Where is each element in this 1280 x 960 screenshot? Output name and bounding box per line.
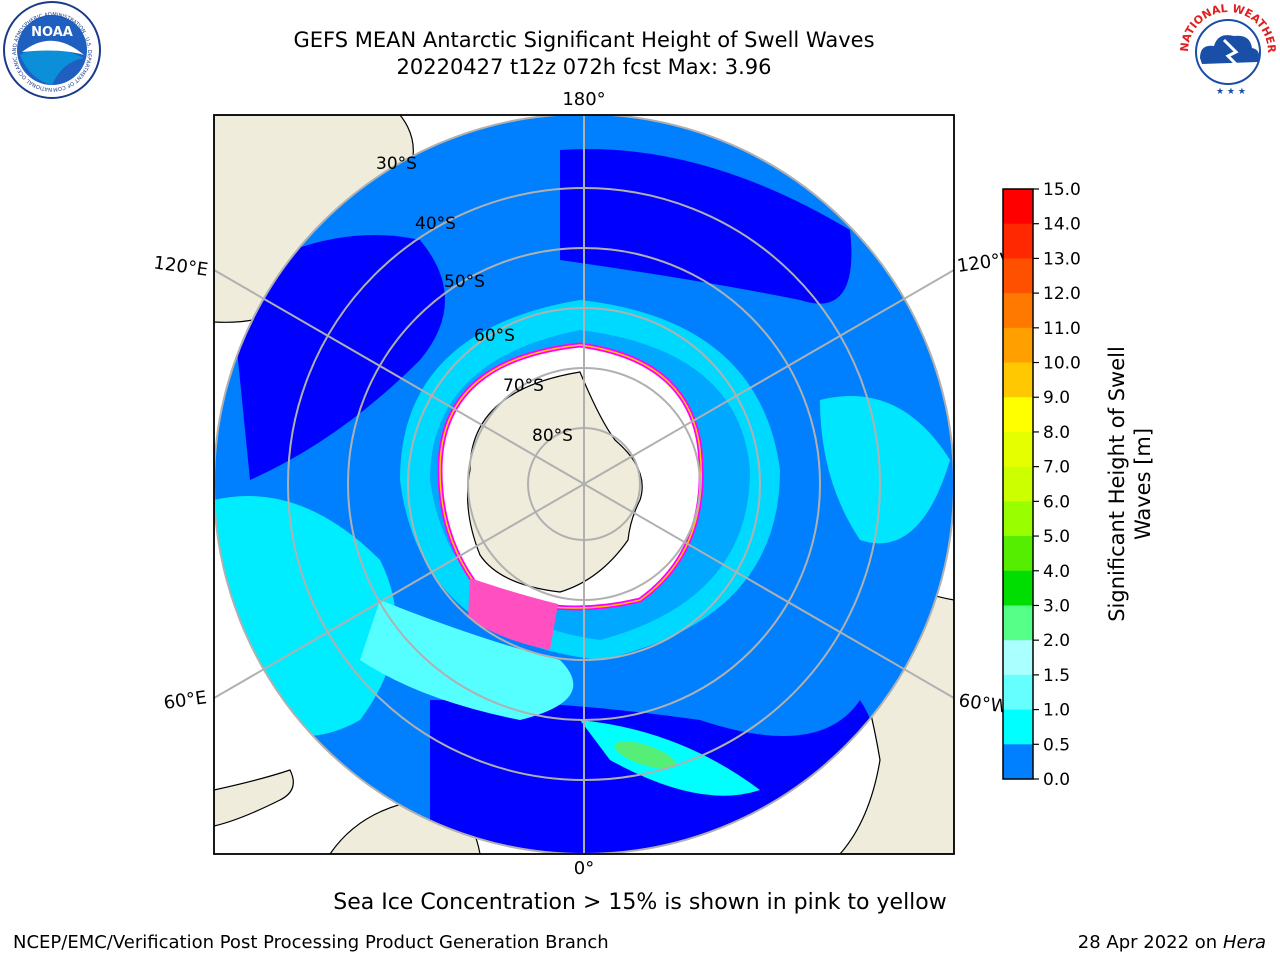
lat-label-80s: 80°S: [532, 426, 573, 446]
colorbar-bin: [1003, 536, 1033, 572]
colorbar-bin: [1003, 258, 1033, 294]
credit-host: Hera: [1222, 932, 1266, 953]
colorbar-tick-label: 14.0: [1043, 215, 1081, 235]
credit-date: 28 Apr 2022 on: [1077, 932, 1223, 953]
antarctica-land: [466, 371, 643, 593]
lat-label-70s: 70°S: [503, 376, 544, 396]
map-frame: [213, 114, 955, 855]
colorbar-bin: [1003, 674, 1033, 711]
colorbar-tick-label: 9.0: [1043, 388, 1070, 408]
colorbar-label-line-2: Waves [m]: [1131, 428, 1155, 540]
colorbar-bin: [1003, 640, 1033, 676]
colorbar-tick-label: 1.0: [1043, 701, 1070, 721]
lon-label-lower-left: 60°E: [162, 687, 208, 714]
colorbar-tick-label: 12.0: [1043, 284, 1081, 304]
colorbar-tick-label: 8.0: [1043, 423, 1070, 443]
colorbar-bin: [1003, 466, 1033, 502]
colorbar-tick-label: 13.0: [1043, 249, 1081, 269]
colorbar-bin: [1003, 223, 1033, 259]
graticule: [214, 115, 954, 854]
lon-label-upper-left: 120°E: [152, 252, 209, 280]
swell-high-band-east: [820, 396, 950, 544]
colorbar-bin: [1003, 293, 1033, 329]
lat-label-30s: 30°S: [376, 154, 417, 174]
colorbar-bin: [1003, 709, 1033, 745]
colorbar-bin: [1003, 431, 1033, 468]
colorbar-tick-label: 0.5: [1043, 735, 1070, 755]
colorbar-label-line-1: Significant Height of Swell: [1105, 346, 1129, 622]
colorbar-tick-label: 4.0: [1043, 562, 1070, 582]
noaa-logo-text: NOAA: [31, 25, 73, 40]
colorbar-frame: [1002, 188, 1034, 780]
colorbar-bin: [1003, 327, 1033, 364]
nws-stars: ★ ★ ★: [1216, 87, 1246, 97]
lat-label-40s: 40°S: [415, 214, 456, 234]
title-line-1: GEFS MEAN Antarctic Significant Height o…: [293, 28, 875, 52]
colorbar-bin: [1003, 501, 1033, 537]
colorbar-bin: [1003, 570, 1033, 606]
colorbar-tick-label: 5.0: [1043, 527, 1070, 547]
colorbar-tick-label: 10.0: [1043, 354, 1081, 374]
colorbar: 15.0 14.0 13.0 12.0 11.0 10.0 9.0 8.0 7.0 6.0 5.0 4…: [1002, 180, 1155, 790]
lon-label-bottom: 0°: [574, 858, 594, 879]
colorbar-bin: [1003, 362, 1033, 398]
colorbar-bin: [1003, 189, 1033, 225]
colorbar-tick-label: 15.0: [1043, 180, 1081, 200]
credit-right: 28 Apr 2022 on Hera: [1078, 932, 1266, 953]
colorbar-tick-label: 1.5: [1043, 666, 1070, 686]
swell-low-band-pacific: [560, 149, 852, 304]
lat-label-60s: 60°S: [474, 326, 515, 346]
lon-label-top: 180°: [562, 89, 605, 110]
colorbar-tick-label: 0.0: [1043, 770, 1070, 790]
colorbar-tick-label: 2.0: [1043, 631, 1070, 651]
colorbar-tick-label: 7.0: [1043, 458, 1070, 478]
swell-max-patch: [614, 741, 676, 769]
colorbar-tick-label: 3.0: [1043, 596, 1070, 616]
sea-ice-note: Sea Ice Concentration > 15% is shown in …: [333, 890, 947, 915]
colorbar-bin: [1003, 397, 1033, 433]
weddell-ice-patch: [468, 578, 558, 650]
colorbar-bins: [1003, 189, 1033, 780]
swell-high-band-central: [360, 600, 574, 720]
colorbar-tick-label: 6.0: [1043, 492, 1070, 512]
colorbar-bin: [1003, 744, 1033, 780]
colorbar-bin: [1003, 605, 1033, 641]
lat-label-50s: 50°S: [444, 272, 485, 292]
credit-left: NCEP/EMC/Verification Post Processing Pr…: [13, 932, 609, 953]
noaa-logo: NOAA NATIONAL OCEANIC AND ATMOSPHERIC AD…: [0, 0, 101, 99]
title-line-2: 20220427 t12z 072h fcst Max: 3.96: [396, 55, 772, 79]
swell-low-band-indian: [230, 235, 445, 480]
nws-logo: NATIONAL WEATHER SERVICE ★ ★ ★: [1176, 0, 1278, 99]
colorbar-ticks: 15.0 14.0 13.0 12.0 11.0 10.0 9.0 8.0 7.0 6.0 5.0 4…: [1033, 180, 1081, 790]
colorbar-tick-label: 11.0: [1043, 319, 1081, 339]
